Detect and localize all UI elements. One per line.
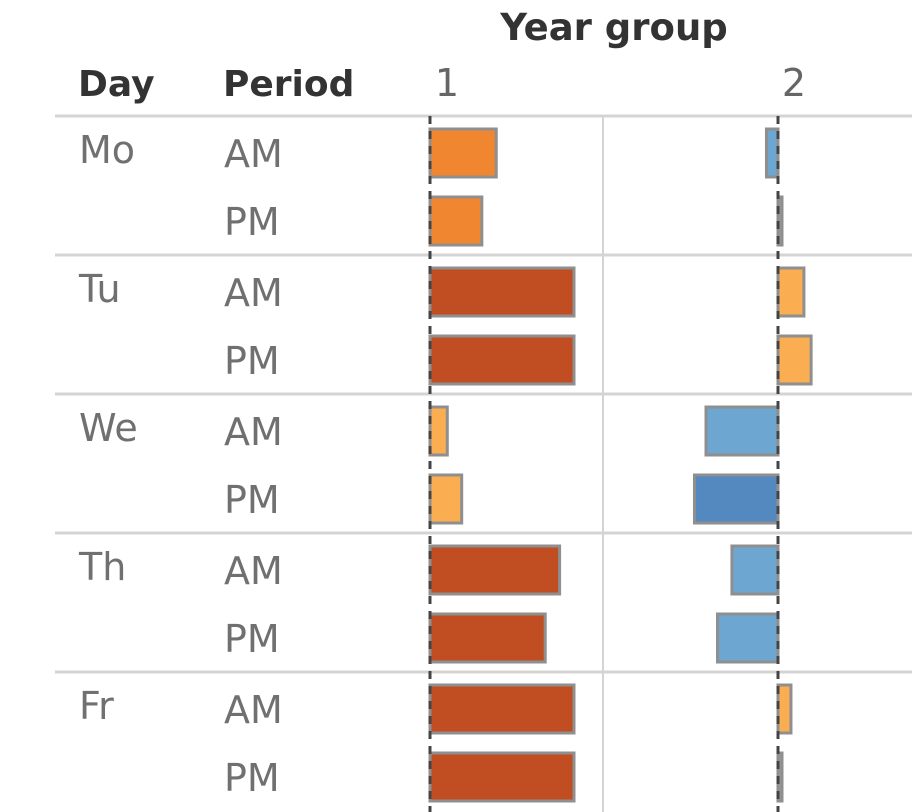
bar-we-pm-col1 [428, 473, 464, 525]
bar-mo-pm-col1 [428, 195, 484, 247]
period-header: Period [223, 64, 354, 105]
day-label-fr: Fr [79, 684, 114, 728]
bar-fr-pm-col1 [428, 751, 576, 803]
bar-mo-am-col1 [428, 127, 498, 179]
period-label: PM [224, 478, 280, 522]
bar-we-am-col2 [704, 405, 780, 457]
bar-mo-am-col2 [764, 127, 780, 179]
period-label: AM [224, 410, 283, 454]
day-label-tu: Tu [78, 267, 121, 311]
bar-tu-pm-col2 [776, 334, 813, 386]
bar-tu-pm-col1 [428, 334, 576, 386]
bar-th-am-col1 [428, 544, 562, 596]
column-label-1: 1 [435, 61, 459, 105]
period-label: PM [224, 617, 280, 661]
bar-we-am-col1 [428, 405, 449, 457]
day-header: Day [78, 64, 155, 105]
day-label-we: We [79, 406, 138, 450]
chart-marks: 1 2 Mo AM PM Tu AM PM We AM PM Th AM PM Fr AM PM [55, 61, 912, 812]
column-label-2: 2 [782, 61, 806, 105]
period-label: AM [224, 688, 283, 732]
period-label: AM [224, 549, 283, 593]
bar-tu-am-col2 [776, 266, 806, 318]
period-label: AM [224, 271, 283, 315]
day-label-mo: Mo [79, 128, 135, 172]
bar-tu-am-col1 [428, 266, 576, 318]
period-label: PM [224, 200, 280, 244]
period-label: PM [224, 339, 280, 383]
period-label: AM [224, 132, 283, 176]
bar-th-pm-col1 [428, 612, 547, 664]
column-group-title: Year group [499, 6, 728, 49]
bar-fr-am-col2 [776, 683, 793, 735]
period-label: PM [224, 756, 280, 800]
day-label-th: Th [78, 545, 126, 589]
bar-th-am-col2 [730, 544, 780, 596]
bar-th-pm-col2 [716, 612, 780, 664]
bar-we-pm-col2 [692, 473, 780, 525]
bar-fr-am-col1 [428, 683, 576, 735]
